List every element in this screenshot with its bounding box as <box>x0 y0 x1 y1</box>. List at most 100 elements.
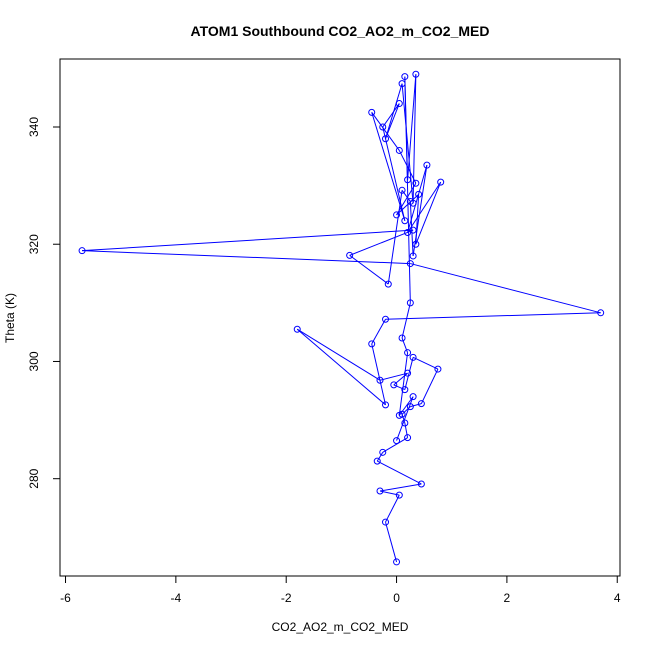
data-point <box>379 448 387 456</box>
series-segment <box>407 181 442 233</box>
series-segment <box>415 194 420 245</box>
data-point <box>412 240 420 248</box>
x-tick-label: 4 <box>614 591 621 605</box>
data-point <box>401 386 409 394</box>
series-segment <box>296 328 381 381</box>
series-segment <box>377 460 422 485</box>
series-segment <box>387 190 403 285</box>
series-segment <box>401 190 411 202</box>
series-segment <box>376 452 384 462</box>
data-point <box>417 480 425 488</box>
series-segment <box>371 343 387 405</box>
data-point <box>415 190 423 198</box>
data-point <box>379 123 387 131</box>
series-markers <box>78 70 605 566</box>
data-point <box>382 518 390 526</box>
data-point <box>393 558 401 566</box>
series-segment <box>396 183 417 216</box>
series-segment <box>401 337 409 353</box>
series-segment <box>420 368 439 404</box>
data-point <box>404 369 412 377</box>
data-point <box>395 100 403 108</box>
series-segment <box>82 250 411 265</box>
data-point <box>406 299 414 307</box>
data-point <box>412 70 420 78</box>
series-segment <box>404 357 414 390</box>
data-point <box>437 178 445 186</box>
data-point <box>409 393 417 401</box>
series-segment <box>412 165 428 257</box>
series-segment <box>410 263 601 314</box>
data-point <box>398 80 406 88</box>
data-point <box>395 146 403 154</box>
series-segment <box>385 312 601 320</box>
series-segment <box>382 126 406 221</box>
data-point <box>401 217 409 225</box>
data-point <box>393 211 401 219</box>
x-axis: -6 -4 -2 0 2 4 <box>60 575 621 605</box>
data-point <box>404 349 412 357</box>
data-point <box>384 280 392 288</box>
x-tick-label: -2 <box>281 591 292 605</box>
data-point <box>406 403 414 411</box>
chart-title: ATOM1 Southbound CO2_AO2_m_CO2_MED <box>191 23 490 39</box>
data-point <box>395 411 403 419</box>
data-point <box>376 376 384 384</box>
data-point <box>390 381 398 389</box>
series-segment <box>385 83 403 139</box>
series-segment <box>404 76 411 303</box>
data-point <box>404 229 412 237</box>
data-point <box>368 340 376 348</box>
x-tick-label: 2 <box>504 591 511 605</box>
x-axis-label: CO2_AO2_m_CO2_MED <box>272 620 409 634</box>
series-segment <box>371 112 400 151</box>
series-segment <box>398 396 414 416</box>
data-point <box>382 135 390 143</box>
data-point <box>368 108 376 116</box>
series-segment <box>398 352 409 416</box>
series-segment <box>385 103 400 139</box>
data-point <box>382 401 390 409</box>
data-point <box>409 252 417 260</box>
y-tick-label: 340 <box>27 117 41 137</box>
data-point <box>395 491 403 499</box>
series-segment <box>385 494 400 523</box>
series-line <box>82 74 601 563</box>
data-point <box>382 315 390 323</box>
data-point <box>406 260 414 268</box>
data-point <box>78 247 86 255</box>
series-segment <box>404 422 409 438</box>
series-segment <box>349 229 414 256</box>
data-point <box>404 176 412 184</box>
data-point <box>398 334 406 342</box>
series-segment <box>412 356 439 370</box>
series-segment <box>82 229 414 252</box>
data-point <box>423 161 431 169</box>
data-point <box>346 251 354 259</box>
series-segment <box>407 164 428 233</box>
series-segment <box>371 112 406 221</box>
series-segment <box>415 181 442 245</box>
data-point <box>293 325 301 333</box>
series-segment <box>407 74 417 180</box>
data-point <box>393 437 401 445</box>
data-point <box>373 457 381 465</box>
series-segment <box>385 521 398 563</box>
x-tick-label: -6 <box>60 591 71 605</box>
data-point <box>434 365 442 373</box>
data-point <box>401 419 409 427</box>
data-point <box>417 400 425 408</box>
series-segment <box>349 254 389 285</box>
data-point <box>409 353 417 361</box>
data-point <box>404 434 412 442</box>
series-segment <box>371 319 386 345</box>
x-tick-label: 0 <box>393 591 400 605</box>
series-segment <box>382 437 408 453</box>
data-point <box>597 309 605 317</box>
y-tick-label: 280 <box>27 468 41 488</box>
series-segment <box>401 83 414 204</box>
y-axis-label: Theta (K) <box>3 293 17 343</box>
series-segment <box>410 403 422 408</box>
series-segment <box>409 201 414 256</box>
series-segment <box>382 103 400 128</box>
